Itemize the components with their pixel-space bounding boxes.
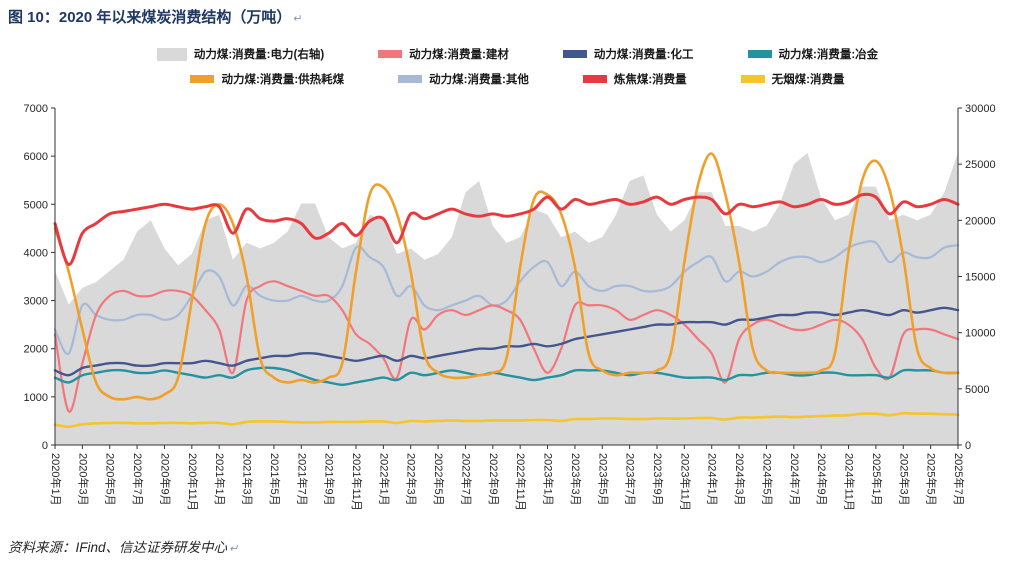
left-tick-label: 2000 (24, 344, 48, 356)
left-tick-label: 0 (42, 440, 48, 452)
x-tick-label: 2021年9月 (323, 453, 337, 506)
legend-label-heating: 动力煤:消费量:供热耗煤 (221, 74, 345, 86)
x-tick-label: 2023年7月 (624, 453, 638, 506)
x-tick-label: 2024年1月 (706, 453, 720, 506)
x-tick-label: 2020年7月 (131, 453, 145, 506)
legend-swatch-power (156, 47, 187, 61)
chart-legend: 动力煤:消费量:电力(右轴) 动力煤:消费量:建材 动力煤:消费量:化工 动力煤… (0, 46, 1035, 96)
series-line-building-materials (53, 280, 960, 413)
legend-swatch-heating (190, 75, 215, 83)
legend-label-chemical: 动力煤:消费量:化工 (593, 49, 694, 61)
legend-label-building-materials: 动力煤:消费量:建材 (409, 49, 509, 61)
x-tick-label: 2025年7月 (952, 453, 966, 506)
legend-swatch-anthracite (740, 75, 765, 83)
x-tick-label: 2023年11月 (678, 453, 692, 511)
x-tick-label: 2022年9月 (487, 453, 501, 506)
x-tick-label: 2021年5月 (268, 453, 282, 506)
x-tick-label: 2021年7月 (295, 453, 309, 506)
series-line-chemical (53, 306, 960, 377)
legend-label-other: 动力煤:消费量:其他 (429, 74, 529, 86)
x-tick-label: 2020年9月 (159, 453, 173, 506)
series-line-metallurgy (53, 366, 960, 386)
x-tick-label: 2021年3月 (241, 453, 255, 506)
legend-swatch-building-materials (378, 50, 403, 58)
series-line-other (53, 240, 960, 355)
legend-label-power: 动力煤:消费量:电力(右轴) (193, 49, 325, 61)
x-tick-label: 2022年11月 (514, 453, 528, 511)
legend-label-coking-coal: 炼焦煤:消费量 (613, 74, 687, 86)
series-line-heating (53, 152, 960, 401)
right-tick-label: 15000 (965, 272, 996, 284)
x-tick-label: 2024年9月 (815, 453, 829, 506)
source-note-text: 资料来源：IFind、信达证券研发中心 (8, 540, 228, 555)
x-tick-label: 2024年5月 (761, 453, 775, 506)
left-tick-label: 5000 (24, 199, 48, 211)
right-tick-label: 30000 (965, 103, 996, 115)
x-tick-label: 2023年3月 (569, 453, 583, 506)
x-tick-label: 2024年7月 (788, 453, 802, 506)
x-tick-label: 2025年1月 (870, 453, 884, 506)
left-tick-label: 6000 (24, 151, 48, 163)
x-tick-label: 2025年3月 (897, 453, 911, 506)
legend-swatch-metallurgy (747, 50, 772, 58)
x-tick-label: 2022年3月 (405, 453, 419, 506)
left-tick-label: 3000 (24, 296, 48, 308)
x-tick-label: 2022年1月 (377, 453, 391, 506)
chart-area: 0 1000 2000 3000 4000 5000 6000 7000 0 5000 10000 1… (0, 96, 1035, 538)
legend-item-metallurgy: 动力煤:消费量:冶金 (747, 46, 879, 62)
right-tick-label: 10000 (965, 328, 996, 340)
left-tick-label: 1000 (24, 392, 48, 404)
x-tick-label: 2025年5月 (925, 453, 939, 506)
figure-title: 图 10：2020 年以来煤炭消费结构（万吨） ↵ (8, 6, 303, 27)
x-tick-label: 2020年5月 (104, 453, 118, 506)
legend-label-metallurgy: 动力煤:消费量:冶金 (778, 49, 879, 61)
legend-row-2: 动力煤:消费量:供热耗煤 动力煤:消费量:其他 炼焦煤:消费量 无烟煤:消费量 (0, 71, 1035, 87)
x-tick-label: 2024年3月 (733, 453, 747, 506)
series-line-anthracite (53, 411, 960, 428)
legend-item-heating: 动力煤:消费量:供热耗煤 (190, 71, 344, 87)
chart-canvas: 0 1000 2000 3000 4000 5000 6000 7000 0 5000 10000 1… (24, 103, 996, 511)
legend-item-building-materials: 动力煤:消费量:建材 (378, 46, 509, 62)
x-tick-label: 2021年11月 (350, 453, 364, 511)
legend-item-coking-coal: 炼焦煤:消费量 (582, 71, 687, 87)
x-tick-label: 2024年11月 (843, 453, 857, 511)
x-tick-label: 2023年9月 (651, 453, 665, 506)
x-tick-label: 2020年1月 (49, 453, 63, 506)
x-tick-label: 2021年1月 (213, 453, 227, 506)
legend-item-chemical: 动力煤:消费量:化工 (562, 46, 694, 62)
legend-item-anthracite: 无烟煤:消费量 (740, 71, 845, 87)
right-tick-label: 0 (965, 440, 971, 452)
figure-title-text: 图 10：2020 年以来煤炭消费结构（万吨） (8, 9, 292, 26)
right-tick-label: 20000 (965, 215, 996, 227)
x-tick-label: 2020年3月 (76, 453, 90, 506)
legend-item-power: 动力煤:消费量:电力(右轴) (156, 46, 325, 62)
legend-item-other: 动力煤:消费量:其他 (398, 71, 529, 87)
series-line-coking-coal (53, 192, 960, 267)
legend-swatch-chemical (562, 50, 587, 58)
left-tick-label: 4000 (24, 247, 48, 259)
return-mark-icon: ↵ (293, 13, 303, 25)
legend-swatch-other (398, 75, 423, 83)
legend-label-anthracite: 无烟煤:消费量 (771, 74, 845, 86)
right-tick-label: 5000 (965, 384, 989, 396)
x-tick-label: 2023年5月 (596, 453, 610, 506)
right-tick-label: 25000 (965, 159, 996, 171)
x-tick-label: 2020年11月 (186, 453, 200, 511)
x-tick-label: 2023年1月 (542, 453, 556, 506)
legend-row-1: 动力煤:消费量:电力(右轴) 动力煤:消费量:建材 动力煤:消费量:化工 动力煤… (0, 46, 1035, 62)
legend-swatch-coking-coal (582, 75, 607, 83)
x-tick-label: 2022年5月 (432, 453, 446, 506)
x-tick-label: 2022年7月 (460, 453, 474, 506)
left-tick-label: 7000 (24, 103, 48, 115)
source-return-mark-icon: ↵ (229, 543, 239, 555)
source-note: 资料来源：IFind、信达证券研发中心 ↵ (8, 536, 238, 556)
